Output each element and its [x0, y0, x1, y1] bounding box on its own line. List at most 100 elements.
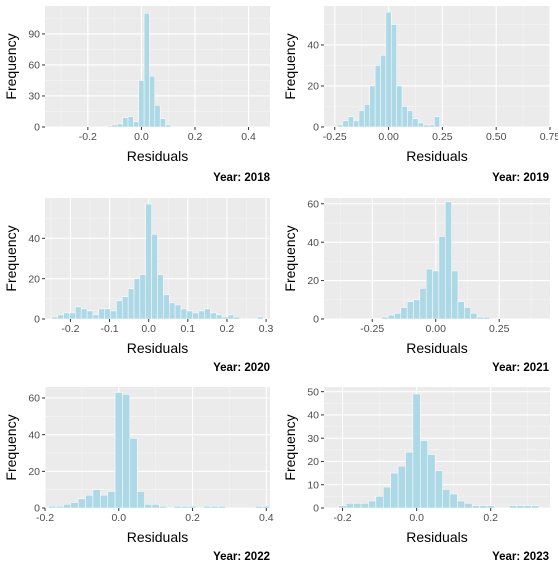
histogram-bar: [432, 270, 440, 320]
histogram-bar: [438, 236, 446, 320]
y-tick-label: 60: [28, 60, 40, 72]
x-axis-title: Residuals: [127, 340, 188, 356]
histogram-bar: [145, 203, 152, 320]
histogram-bar: [385, 11, 392, 128]
histogram-bar: [387, 314, 395, 320]
y-tick-label: 30: [307, 433, 319, 445]
histogram-bar: [174, 304, 182, 320]
histogram-bar: [442, 489, 451, 509]
histogram-bar: [144, 504, 153, 509]
histogram-bar: [427, 454, 436, 509]
histogram-bar: [523, 505, 532, 509]
x-tick-label: 0.0: [141, 323, 156, 335]
histogram-bar: [412, 118, 419, 128]
histogram-bar: [400, 307, 408, 320]
histogram-bar: [127, 116, 134, 128]
y-tick-label: 40: [307, 237, 319, 249]
histogram-bar: [457, 301, 465, 320]
panel-caption: Year: 2023: [492, 551, 549, 563]
histogram-bar: [221, 316, 229, 320]
histogram-bar: [406, 301, 414, 320]
x-axis-title: Residuals: [406, 340, 467, 356]
histogram-bar: [383, 486, 391, 509]
histogram-bar: [449, 493, 458, 509]
histogram-bar: [451, 270, 459, 320]
histogram-bar: [417, 122, 424, 128]
histogram-bar: [531, 505, 540, 509]
histogram-bar: [151, 504, 160, 509]
x-tick-label: 0.75: [540, 131, 558, 143]
histogram-bar: [117, 123, 123, 128]
histogram-bar: [419, 288, 427, 320]
x-tick-label: 0.2: [185, 512, 200, 524]
y-tick-label: 0: [313, 503, 319, 515]
histogram-bar: [445, 201, 452, 320]
histogram-bar: [173, 505, 182, 509]
panel-caption: Year: 2021: [492, 362, 550, 374]
histogram-bar: [159, 505, 167, 509]
x-tick-label: -0.25: [323, 131, 347, 143]
histogram-bar: [390, 472, 399, 509]
histogram-bar: [122, 296, 129, 320]
y-axis-title: Frequency: [3, 414, 19, 480]
x-tick-label: -0.2: [36, 512, 54, 524]
histogram-bar: [168, 302, 176, 320]
histogram-bar: [434, 116, 440, 128]
x-tick-label: 0.2: [483, 512, 498, 524]
histogram-bar: [210, 312, 217, 320]
histogram-bar: [516, 505, 525, 509]
histogram-bar: [157, 274, 164, 320]
x-tick-label: 0.4: [241, 131, 256, 143]
x-axis-title: Residuals: [406, 529, 467, 545]
histogram-bar: [407, 110, 414, 128]
y-axis-title: Frequency: [282, 414, 298, 480]
histogram-bar: [233, 316, 240, 320]
histogram-bar: [136, 491, 145, 509]
histogram-bar: [186, 310, 193, 320]
histogram-bar: [425, 268, 433, 320]
x-tick-label: -0.2: [79, 131, 97, 143]
histogram-bar: [457, 500, 466, 509]
histogram-bar: [154, 105, 161, 128]
x-tick-label: -0.2: [61, 323, 79, 335]
y-tick-label: 50: [307, 386, 319, 398]
histogram-bar: [342, 120, 349, 128]
histogram-bar: [471, 505, 480, 509]
panel-caption: Year: 2022: [213, 551, 270, 563]
histogram-bar: [133, 121, 139, 128]
panel-4: -0.2 0.0 0.2 0.4 0 20 40 60 Residuals Frequency Ye…: [3, 387, 274, 563]
panel-1: -0.25 0.00 0.25 0.50 0.75 0 20 40 Residuals Frequ…: [282, 6, 558, 184]
y-axis-title: Frequency: [282, 33, 298, 99]
histogram-bar: [180, 308, 188, 320]
histogram-bar: [77, 498, 86, 509]
histogram-bar: [85, 494, 94, 509]
histogram-bar: [55, 505, 64, 509]
histogram-bar: [181, 505, 190, 509]
x-tick-label: 0.25: [432, 131, 453, 143]
y-tick-label: 20: [28, 273, 40, 285]
panel-caption: Year: 2020: [213, 362, 270, 374]
x-axis-title: Residuals: [406, 148, 467, 164]
histogram-bar: [98, 308, 105, 320]
histogram-bar: [143, 12, 150, 128]
histogram-bar: [92, 314, 100, 320]
histogram-bar: [470, 312, 478, 320]
x-axis-title: Residuals: [127, 148, 188, 164]
y-tick-label: 20: [28, 466, 40, 478]
y-axis-title: Frequency: [3, 33, 19, 99]
histogram-bar: [218, 505, 226, 509]
histogram-bar: [476, 316, 484, 320]
x-tick-label: 0.00: [426, 323, 447, 335]
histogram-bar: [80, 308, 88, 320]
histogram-bar: [358, 110, 365, 128]
histogram-bar: [215, 314, 223, 320]
histogram-bar: [69, 312, 76, 320]
x-tick-label: 0.0: [409, 512, 424, 524]
histogram-bar: [204, 308, 211, 320]
histogram-bar: [163, 294, 170, 320]
y-tick-label: 20: [307, 81, 319, 93]
histogram-bar: [368, 500, 377, 509]
panel-background: [45, 387, 270, 508]
panel-caption: Year: 2019: [492, 172, 549, 184]
y-tick-label: 60: [28, 393, 40, 405]
